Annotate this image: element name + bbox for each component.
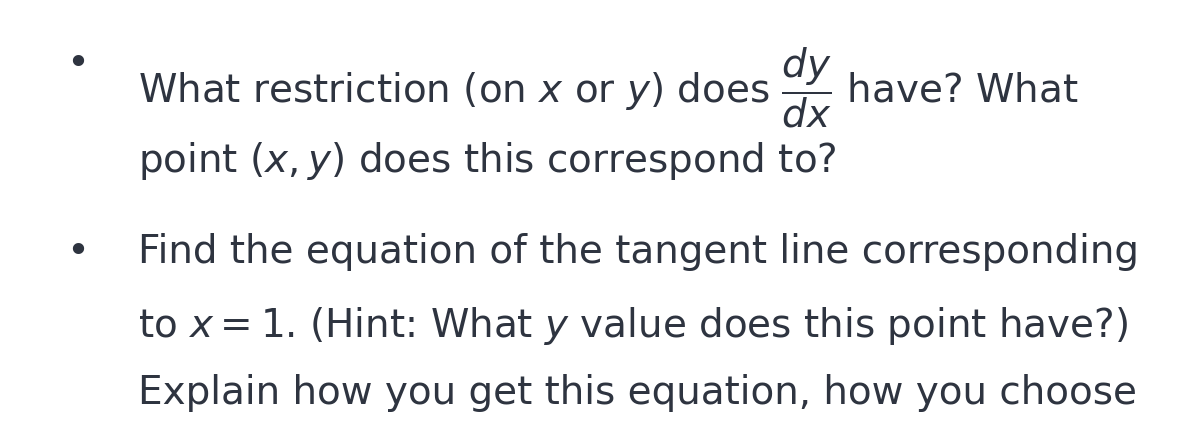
Text: to $x = 1$. (Hint: What $y$ value does this point have?): to $x = 1$. (Hint: What $y$ value does t… (138, 305, 1128, 346)
Text: What restriction (on $x$ or $y$) does $\dfrac{dy}{dx}$ have? What: What restriction (on $x$ or $y$) does $\… (138, 45, 1079, 130)
Text: Find the equation of the tangent line corresponding: Find the equation of the tangent line co… (138, 233, 1139, 271)
Text: •: • (66, 45, 89, 83)
Text: •: • (66, 233, 89, 271)
Text: point $(x, y)$ does this correspond to?: point $(x, y)$ does this correspond to? (138, 140, 836, 182)
Text: Explain how you get this equation, how you choose: Explain how you get this equation, how y… (138, 374, 1138, 412)
